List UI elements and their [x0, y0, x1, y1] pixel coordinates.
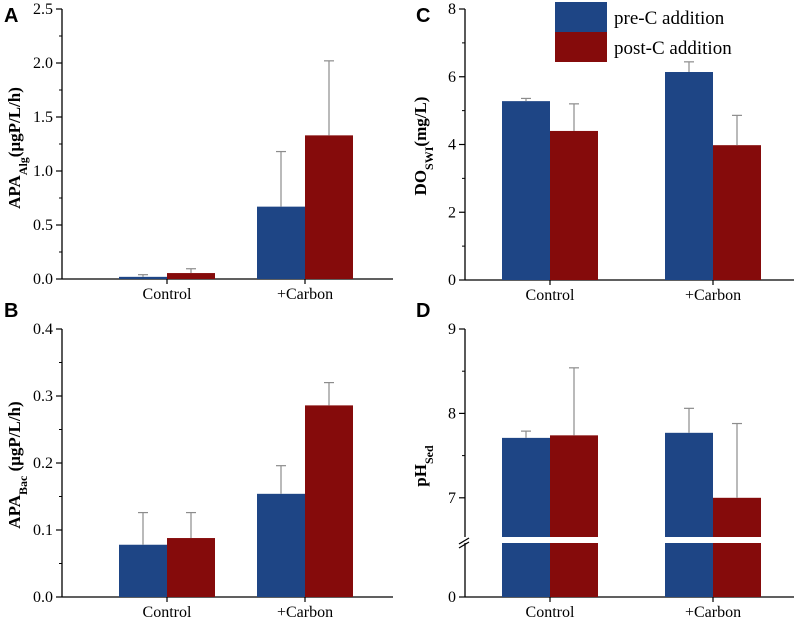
bar-pre-carbon	[665, 72, 713, 280]
bar-pre-control	[119, 544, 167, 597]
y-tick-label: 0.2	[33, 455, 53, 472]
y-tick-label: 1.0	[33, 163, 53, 180]
bar-pre-control	[502, 437, 550, 597]
panel-a-plot: 0.0 0.5 1.0 1.5 2.0 2.5 Control +Carbon	[33, 1, 393, 303]
panel-label-d: D	[416, 300, 430, 322]
y-tick-label: 0.3	[33, 388, 53, 405]
y-tick-label: 0	[448, 272, 456, 289]
y-tick-label: 2	[448, 204, 456, 221]
bar-post-carbon	[713, 497, 761, 597]
y-tick-label: 8	[448, 405, 456, 422]
legend: pre-C addition post-C addition	[555, 2, 732, 62]
bar-post-control	[550, 435, 598, 597]
x-tick-label: +Carbon	[277, 286, 333, 303]
legend-label-pre: pre-C addition	[614, 8, 725, 29]
bar-pre-control	[502, 101, 550, 280]
axis-break-mark	[458, 537, 470, 545]
x-tick-label: Control	[526, 287, 575, 304]
panel-label-a: A	[4, 5, 18, 27]
x-tick-label: Control	[526, 604, 575, 619]
x-tick-label: +Carbon	[685, 287, 741, 304]
panel-c-plot: 0 2 4 6 8 Control +Carbon	[448, 1, 794, 304]
panel-d: D pHSed 0 7 8 9 Control +Carbon	[411, 300, 794, 619]
y-tick-label: 0.4	[33, 321, 53, 338]
x-tick-label: Control	[143, 604, 192, 619]
bar-post-carbon	[305, 135, 353, 279]
bar-post-carbon	[713, 145, 761, 280]
x-tick-label: Control	[143, 286, 192, 303]
bar-pre-carbon	[665, 432, 713, 597]
legend-swatch-post	[555, 32, 607, 62]
y-tick-label: 2.5	[33, 1, 53, 18]
panel-b-ylabel: APABac (μgP/L/h)	[5, 401, 30, 528]
y-tick-label: 2.0	[33, 55, 53, 72]
axis-break-gap	[453, 537, 794, 543]
y-tick-label: 8	[448, 1, 456, 18]
axis-break-mark	[458, 541, 470, 549]
panel-c-ylabel: DOSWI(mg/L)	[411, 97, 436, 196]
y-tick-label: 0.1	[33, 522, 53, 539]
bar-pre-control	[119, 276, 167, 279]
panel-c: C DOSWI(mg/L) 0 2 4 6 8 Control +Carbon	[411, 1, 794, 304]
y-tick-label: 6	[448, 69, 456, 86]
panel-b-plot: 0.0 0.1 0.2 0.3 0.4 Control +Carbon	[33, 321, 393, 619]
panel-a: A APAAlg(μgP/L/h) 0.0 0.5 1.0 1.5 2.0 2.5 Cont…	[4, 1, 393, 303]
bar-post-carbon	[305, 405, 353, 597]
panel-b: B APABac (μgP/L/h) 0.0 0.1 0.2 0.3 0.4 Contro…	[4, 300, 393, 619]
y-tick-label: 4	[448, 137, 456, 154]
y-tick-label: 0.5	[33, 217, 53, 234]
y-tick-label: 0.0	[33, 589, 53, 606]
y-tick-label: 0.0	[33, 271, 53, 288]
panel-label-b: B	[4, 300, 18, 322]
bar-pre-carbon	[257, 206, 305, 279]
bar-post-control	[167, 538, 215, 597]
bar-pre-carbon	[257, 493, 305, 597]
legend-swatch-pre	[555, 2, 607, 32]
y-tick-label: 1.5	[33, 109, 53, 126]
panel-d-plot: 0 7 8 9 Control +Carbon	[448, 321, 794, 619]
panel-label-c: C	[416, 5, 430, 27]
x-tick-label: +Carbon	[685, 604, 741, 619]
y-tick-label: 7	[448, 490, 456, 507]
panel-a-ylabel: APAAlg(μgP/L/h)	[5, 87, 30, 209]
bar-post-control	[550, 130, 598, 280]
y-tick-label: 0	[448, 589, 456, 606]
y-tick-label: 9	[448, 321, 456, 338]
legend-label-post: post-C addition	[614, 38, 732, 59]
x-tick-label: +Carbon	[277, 604, 333, 619]
bar-post-control	[167, 273, 215, 279]
panel-d-ylabel: pHSed	[411, 445, 436, 487]
